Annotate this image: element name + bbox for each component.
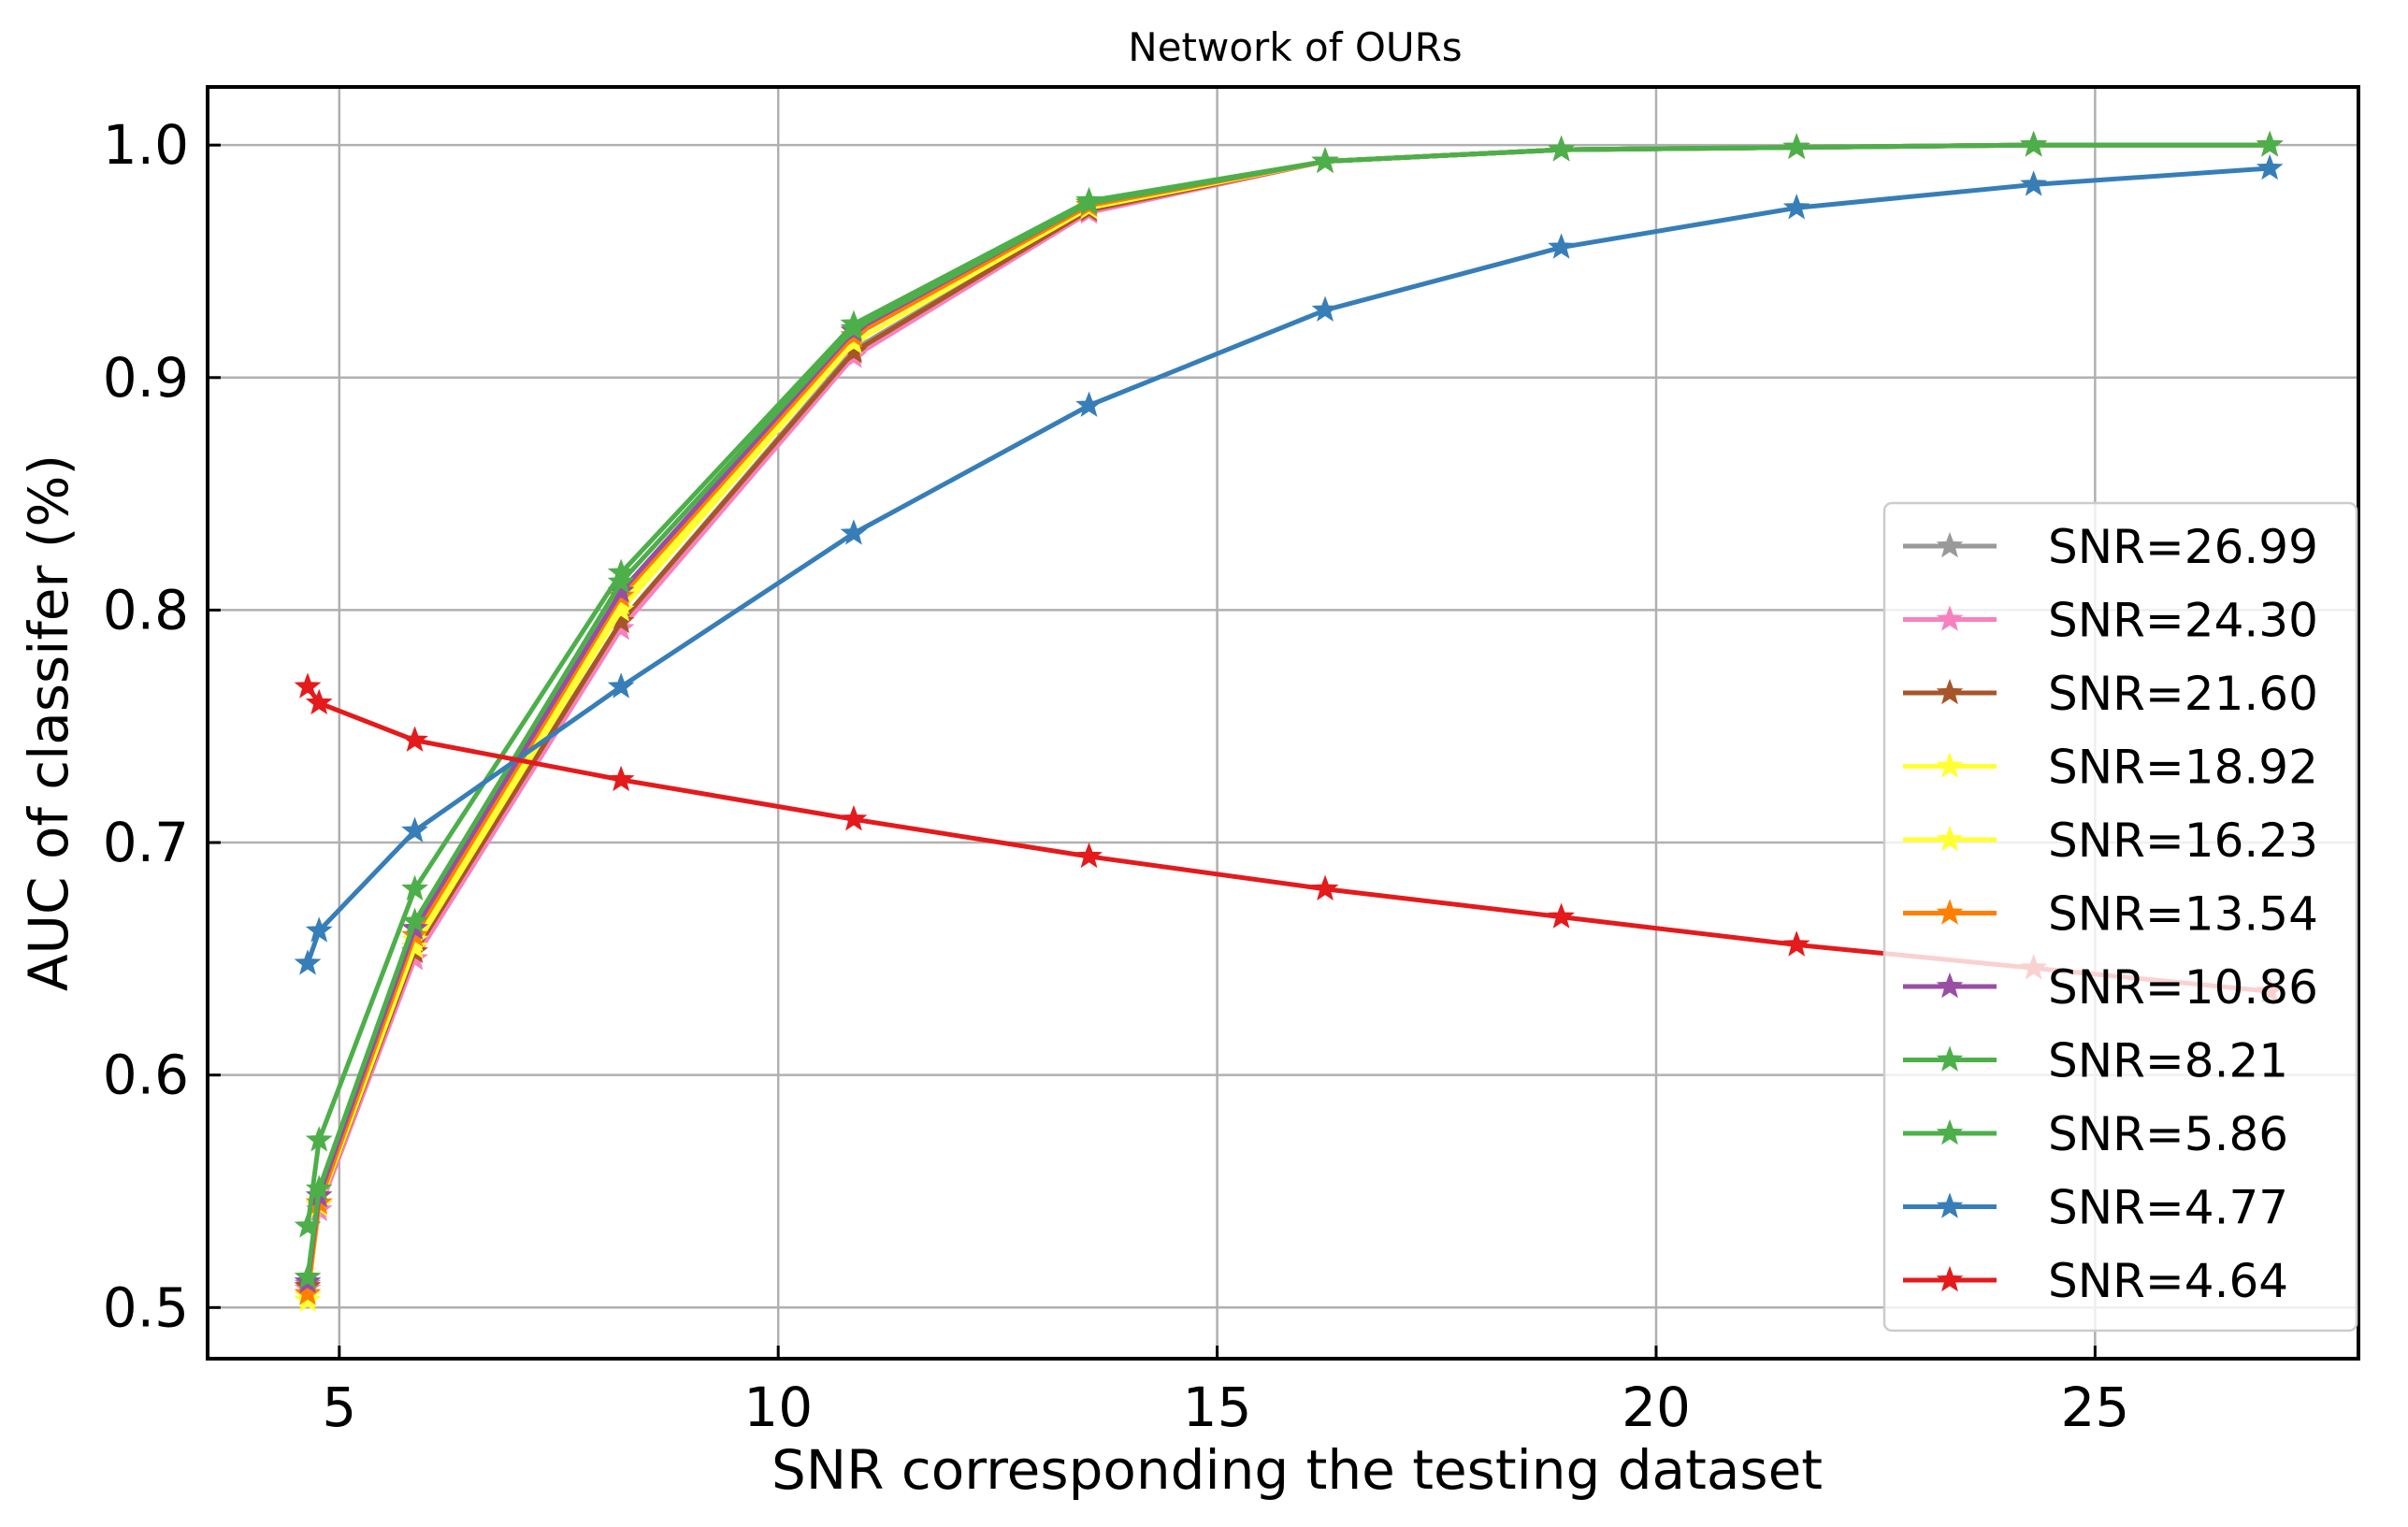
legend-label: SNR=18.92: [2048, 741, 2318, 795]
legend-star-marker: [1936, 1045, 1964, 1072]
y-tick-label: 0.9: [103, 346, 189, 410]
data-point-star: [1311, 295, 1339, 322]
data-point-star: [2020, 170, 2048, 196]
legend-item: SNR=8.21: [1903, 1034, 2288, 1088]
data-point-star: [294, 1279, 322, 1305]
data-point-star: [1782, 133, 1810, 159]
series-lines: [294, 131, 2284, 1313]
legend-label: SNR=8.21: [2048, 1034, 2288, 1088]
series-snr-5-86: [294, 131, 2284, 1238]
data-point-star: [1075, 842, 1103, 869]
data-point-star: [305, 916, 333, 943]
data-point-star: [1782, 194, 1810, 220]
data-point-star: [2256, 131, 2284, 157]
chart-title: Network of OURs: [1128, 24, 1462, 70]
y-tick-label: 0.7: [103, 811, 189, 874]
legend-item: SNR=5.86: [1903, 1107, 2288, 1161]
legend-label: SNR=21.60: [2048, 667, 2318, 721]
legend: SNR=26.99 SNR=24.30 SNR=21.60 SNR=18.92 SNR=…: [1882, 501, 2358, 1333]
data-point-star: [607, 765, 635, 792]
series-snr-4-64: [294, 672, 2284, 1003]
data-point-star: [305, 688, 333, 715]
data-point-star: [1075, 391, 1103, 417]
data-point-star: [840, 519, 868, 545]
legend-label: SNR=26.99: [2048, 520, 2318, 574]
legend-star-marker: [1936, 972, 1964, 999]
y-axis-label: AUC of classifer (%): [17, 454, 80, 991]
data-point-star: [607, 558, 635, 584]
legend-item: SNR=26.99: [1903, 520, 2318, 574]
data-point-star: [2020, 131, 2048, 157]
legend-star-marker: [1936, 899, 1964, 925]
y-tick-label: 0.5: [103, 1275, 189, 1339]
x-tick-label: 10: [743, 1376, 813, 1439]
series-snr-4-77: [294, 153, 2284, 975]
legend-star-marker: [1936, 605, 1964, 631]
legend-star-marker: [1936, 752, 1964, 778]
legend-item: SNR=21.60: [1903, 667, 2318, 721]
data-point-star: [294, 949, 322, 975]
legend-item: SNR=16.23: [1903, 814, 2318, 868]
axis-ticks: 5 10 15 20 25 0.5 0.6 0.7 0.8 0.9 1.0: [103, 113, 2130, 1439]
data-point-star: [305, 1174, 333, 1201]
data-point-star: [1782, 930, 1810, 957]
legend-star-marker: [1936, 1265, 1964, 1292]
y-tick-label: 1.0: [103, 113, 189, 177]
data-point-star: [401, 874, 428, 901]
legend-label: SNR=16.23: [2048, 814, 2318, 868]
data-point-star: [2256, 153, 2284, 180]
data-point-star: [840, 310, 868, 336]
legend-item: SNR=24.30: [1903, 594, 2318, 648]
data-point-star: [401, 726, 428, 752]
data-point-star: [1548, 902, 1575, 929]
legend-box: [1882, 501, 2358, 1333]
legend-label: SNR=13.54: [2048, 887, 2318, 942]
legend-star-marker: [1936, 531, 1964, 558]
data-point-star: [305, 1126, 333, 1152]
data-point-star: [294, 672, 322, 699]
data-point-star: [294, 1262, 322, 1289]
data-point-star: [607, 568, 635, 594]
legend-label: SNR=24.30: [2048, 594, 2318, 648]
data-point-star: [294, 1212, 322, 1238]
data-point-star: [1075, 186, 1103, 213]
legend-item: SNR=13.54: [1903, 887, 2318, 942]
legend-item: SNR=4.64: [1903, 1254, 2288, 1308]
legend-label: SNR=4.77: [2048, 1181, 2288, 1235]
data-point-star: [840, 805, 868, 831]
y-tick-label: 0.6: [103, 1044, 189, 1107]
plot-frame: [206, 85, 2360, 1361]
legend-star-marker: [1936, 678, 1964, 705]
legend-item: SNR=4.77: [1903, 1181, 2288, 1235]
legend-item: SNR=18.92: [1903, 741, 2318, 795]
y-tick-label: 0.8: [103, 578, 189, 641]
data-point-star: [1311, 147, 1339, 173]
legend-item: SNR=10.86: [1903, 960, 2318, 1015]
data-point-star: [1548, 135, 1575, 162]
x-tick-label: 15: [1183, 1376, 1252, 1439]
x-tick-label: 20: [1622, 1376, 1691, 1439]
legend-label: SNR=5.86: [2048, 1107, 2288, 1161]
x-tick-label: 5: [322, 1376, 356, 1439]
data-point-star: [607, 672, 635, 699]
legend-label: SNR=4.64: [2048, 1254, 2288, 1308]
x-tick-label: 25: [2060, 1376, 2129, 1439]
legend-star-marker: [1936, 825, 1964, 852]
data-point-star: [1548, 233, 1575, 259]
data-point-star: [1311, 874, 1339, 901]
legend-label: SNR=10.86: [2048, 960, 2318, 1015]
legend-star-marker: [1936, 1192, 1964, 1218]
x-axis-label: SNR corresponding the testing dataset: [771, 1438, 1823, 1502]
legend-star-marker: [1936, 1118, 1964, 1145]
data-point-star: [401, 816, 428, 843]
